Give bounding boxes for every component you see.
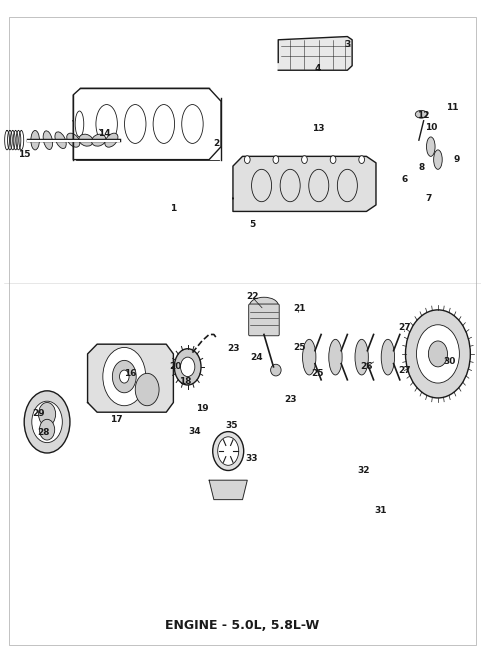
Polygon shape xyxy=(209,480,247,500)
Text: 2: 2 xyxy=(213,139,219,148)
Text: 14: 14 xyxy=(98,129,110,138)
Circle shape xyxy=(405,310,469,398)
Text: 8: 8 xyxy=(417,163,424,172)
Text: 30: 30 xyxy=(443,357,455,366)
Ellipse shape xyxy=(105,133,118,147)
Circle shape xyxy=(427,341,447,367)
Circle shape xyxy=(103,348,145,405)
Text: 32: 32 xyxy=(357,466,370,475)
Circle shape xyxy=(416,325,458,383)
Circle shape xyxy=(119,370,129,383)
Text: 21: 21 xyxy=(293,304,305,313)
Circle shape xyxy=(24,391,70,453)
Ellipse shape xyxy=(425,137,434,156)
Ellipse shape xyxy=(43,131,52,150)
Text: 33: 33 xyxy=(245,455,258,463)
Circle shape xyxy=(217,437,238,465)
Ellipse shape xyxy=(380,339,394,375)
Ellipse shape xyxy=(433,150,441,169)
Text: ENGINE - 5.0L, 5.8L-W: ENGINE - 5.0L, 5.8L-W xyxy=(165,619,319,632)
Text: 13: 13 xyxy=(312,124,324,133)
Polygon shape xyxy=(232,156,375,211)
Text: 27: 27 xyxy=(397,365,410,375)
Polygon shape xyxy=(278,37,351,70)
Text: 35: 35 xyxy=(225,420,238,430)
Ellipse shape xyxy=(212,432,243,470)
Ellipse shape xyxy=(354,339,367,375)
Text: 31: 31 xyxy=(374,506,386,515)
Text: 23: 23 xyxy=(227,344,240,353)
Text: 19: 19 xyxy=(195,405,208,413)
Text: 16: 16 xyxy=(124,369,136,378)
Circle shape xyxy=(135,373,159,405)
FancyBboxPatch shape xyxy=(248,304,279,336)
Text: 7: 7 xyxy=(424,194,431,203)
Circle shape xyxy=(180,357,195,377)
Text: 27: 27 xyxy=(397,323,410,333)
Text: 5: 5 xyxy=(248,220,255,229)
Ellipse shape xyxy=(249,297,278,314)
Circle shape xyxy=(272,155,278,163)
Text: 25: 25 xyxy=(293,343,305,352)
Text: 28: 28 xyxy=(37,428,49,438)
Text: 29: 29 xyxy=(32,409,45,418)
Ellipse shape xyxy=(407,339,420,375)
Ellipse shape xyxy=(31,131,39,150)
Polygon shape xyxy=(88,344,173,412)
Ellipse shape xyxy=(67,133,80,147)
Text: 26: 26 xyxy=(360,362,372,371)
Text: 34: 34 xyxy=(188,427,201,436)
Ellipse shape xyxy=(91,134,106,146)
Ellipse shape xyxy=(270,364,281,376)
Text: 15: 15 xyxy=(18,150,30,159)
Circle shape xyxy=(39,419,55,440)
Text: 18: 18 xyxy=(179,377,191,386)
Text: 1: 1 xyxy=(170,203,176,213)
Circle shape xyxy=(174,349,200,385)
Circle shape xyxy=(38,403,56,426)
Text: 4: 4 xyxy=(314,64,320,73)
Ellipse shape xyxy=(55,132,66,148)
Ellipse shape xyxy=(414,110,426,118)
Circle shape xyxy=(32,401,62,443)
Ellipse shape xyxy=(302,339,315,375)
Circle shape xyxy=(244,155,250,163)
Text: 20: 20 xyxy=(169,362,182,371)
Text: 6: 6 xyxy=(401,174,407,184)
Ellipse shape xyxy=(79,134,93,146)
Text: 17: 17 xyxy=(110,415,122,424)
Circle shape xyxy=(301,155,307,163)
Text: 22: 22 xyxy=(245,293,258,301)
Text: 10: 10 xyxy=(424,123,436,132)
Circle shape xyxy=(330,155,335,163)
Text: 3: 3 xyxy=(344,40,350,49)
Circle shape xyxy=(358,155,364,163)
Text: 23: 23 xyxy=(283,395,296,403)
Text: 25: 25 xyxy=(311,369,323,378)
Text: 9: 9 xyxy=(453,155,459,164)
Text: 11: 11 xyxy=(445,103,457,112)
Text: 24: 24 xyxy=(250,353,262,361)
Ellipse shape xyxy=(328,339,341,375)
Circle shape xyxy=(112,360,136,393)
Text: 12: 12 xyxy=(417,111,429,120)
